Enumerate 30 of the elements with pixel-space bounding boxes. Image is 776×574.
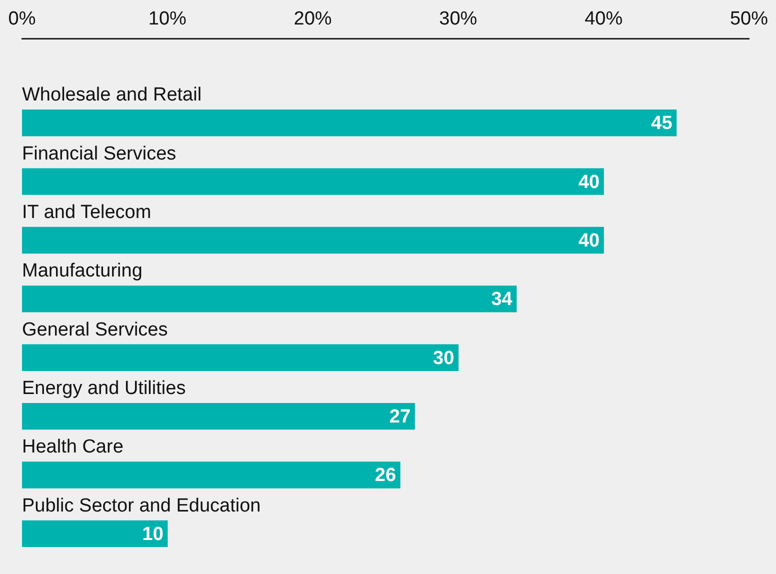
bar xyxy=(22,110,677,136)
data-label: 27 xyxy=(389,406,411,428)
bar xyxy=(22,344,459,371)
x-tick-label: 30% xyxy=(439,8,478,30)
y-tick-label: Public Sector and Education xyxy=(22,495,261,516)
data-label: 45 xyxy=(651,113,673,134)
y-tick-label: Manufacturing xyxy=(22,260,142,282)
bar xyxy=(22,462,400,488)
y-tick-label: IT and Telecom xyxy=(22,202,152,223)
data-label: 10 xyxy=(142,524,164,545)
y-tick-label: General Services xyxy=(22,319,168,340)
data-label: 30 xyxy=(433,348,454,369)
bar xyxy=(22,520,168,548)
x-tick-label: 50% xyxy=(730,8,768,30)
x-tick-label: 40% xyxy=(584,8,623,30)
data-label: 40 xyxy=(578,230,600,252)
data-label: 34 xyxy=(491,289,513,310)
bar xyxy=(22,168,604,195)
data-label: 40 xyxy=(578,172,600,193)
y-tick-label: Financial Services xyxy=(22,143,176,164)
data-label: 26 xyxy=(374,465,396,486)
y-tick-label: Health Care xyxy=(22,436,124,458)
bar xyxy=(22,286,517,312)
bar xyxy=(22,226,604,254)
x-tick-label: 10% xyxy=(148,8,187,30)
bar xyxy=(22,402,415,430)
y-tick-label: Wholesale and Retail xyxy=(22,84,202,106)
x-tick-label: 20% xyxy=(294,8,332,30)
y-tick-label: Energy and Utilities xyxy=(22,378,186,400)
x-tick-label: 0% xyxy=(8,8,36,30)
